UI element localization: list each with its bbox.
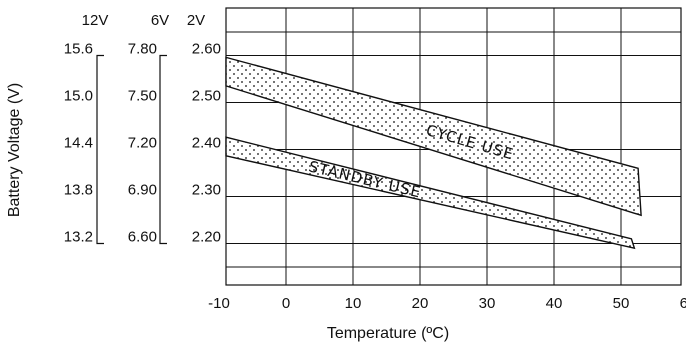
y-tick-label: 15.6	[64, 41, 93, 58]
y-tick-label: 2.20	[192, 229, 221, 246]
cycle-use-band	[225, 56, 642, 217]
y-tick-label: 14.4	[64, 135, 93, 152]
y-tick-label: 2.40	[192, 135, 221, 152]
x-axis-label: Temperature (ºC)	[327, 325, 449, 342]
y-tick-label: 13.8	[64, 182, 93, 199]
y-tick-label: 7.20	[128, 135, 157, 152]
x-tick-label: 20	[412, 295, 429, 312]
standby-use-label: STANDBY USE	[307, 157, 423, 201]
y-tick-label: 6.90	[128, 182, 157, 199]
y-scale-header: 12V	[82, 12, 109, 29]
y-scale-header: 6V	[151, 12, 169, 29]
y-tick-label: 13.2	[64, 229, 93, 246]
x-tick-label: -10	[208, 295, 230, 312]
y-tick-label: 7.50	[128, 88, 157, 105]
x-ticks: -10 0 10 20 30 40 50 60	[208, 295, 686, 312]
x-tick-label: 60	[680, 295, 686, 312]
standby-use-band	[225, 136, 636, 250]
x-tick-label: 50	[613, 295, 630, 312]
y-tick-label: 2.30	[192, 182, 221, 199]
x-tick-label: 40	[546, 295, 563, 312]
y-scales: 12V 15.6 15.0 14.4 13.8 13.2 6V 7.80 7.50 7.20 6.9…	[64, 12, 221, 246]
y-scale-bracket	[96, 54, 104, 245]
x-tick-label: 10	[345, 295, 362, 312]
y-tick-label: 2.60	[192, 41, 221, 58]
y-axis-label: Battery Voltage (V)	[6, 83, 23, 217]
x-tick-label: 30	[479, 295, 496, 312]
x-tick-label: 0	[282, 295, 290, 312]
y-scale-bracket	[159, 54, 167, 245]
y-scale-header: 2V	[187, 12, 205, 29]
y-tick-label: 6.60	[128, 229, 157, 246]
y-tick-label: 2.50	[192, 88, 221, 105]
y-tick-label: 15.0	[64, 88, 93, 105]
y-tick-label: 7.80	[128, 41, 157, 58]
